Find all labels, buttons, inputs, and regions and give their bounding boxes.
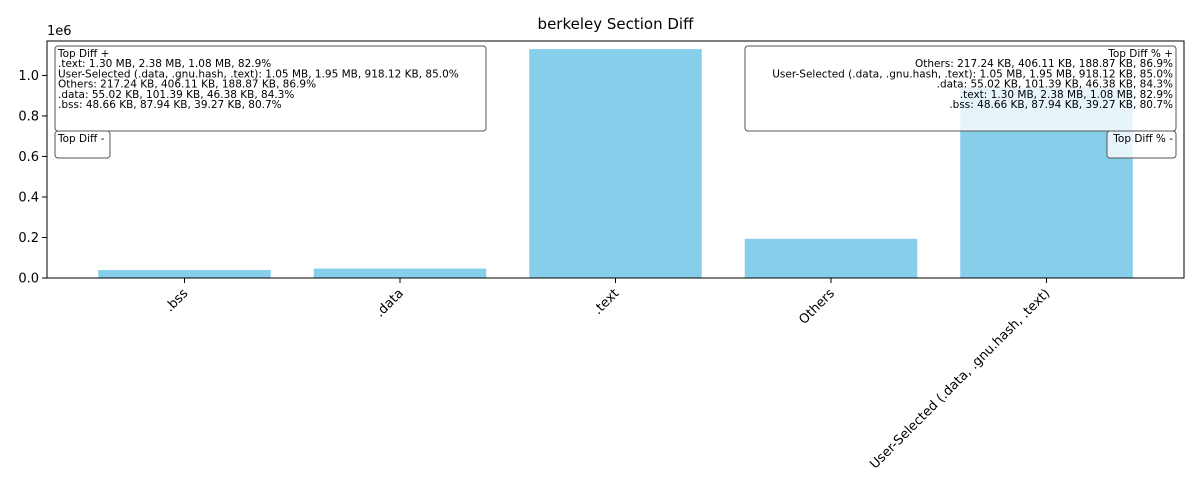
- chart-title: berkeley Section Diff: [538, 15, 695, 33]
- annotation-line: .data: 55.02 KB, 101.39 KB, 46.38 KB, 84…: [58, 89, 294, 101]
- annotation-title: Top Diff % -: [1112, 133, 1173, 145]
- annotation-title: Top Diff % +: [1107, 48, 1173, 60]
- x-axis: .bss .data .text Others User-Selected (.data…: [162, 278, 1053, 472]
- y-tick-label: 0.2: [18, 231, 39, 246]
- annotation-title: Top Diff -: [57, 133, 105, 145]
- annotation-line: .text: 1.30 MB, 2.38 MB, 1.08 MB, 82.9%: [58, 58, 271, 70]
- y-tick-label: 0.0: [18, 272, 39, 287]
- annotation-title: Top Diff +: [57, 48, 109, 60]
- y-axis: 0.0 0.2 0.4 0.6 0.8 1.0: [18, 69, 47, 287]
- annotation-frame: [1106, 130, 1177, 159]
- annotation-frame: [744, 45, 1177, 132]
- bar: [744, 238, 918, 278]
- annotation-box: Top Diff % -: [1106, 130, 1177, 159]
- annotation-box: Top Diff -: [54, 130, 111, 159]
- x-tick-label: .data: [373, 286, 407, 320]
- x-tick-label: .bss: [162, 286, 191, 315]
- annotation-line: .data: 55.02 KB, 101.39 KB, 46.38 KB, 84…: [937, 79, 1173, 91]
- y-tick-label: 0.6: [18, 150, 39, 165]
- y-tick-label: 0.4: [18, 190, 39, 205]
- bar: [98, 270, 271, 278]
- annotation-line: User-Selected (.data, .gnu.hash, .text):…: [772, 68, 1173, 80]
- y-tick-label: 0.8: [18, 109, 39, 124]
- annotation-box: Top Diff +.text: 1.30 MB, 2.38 MB, 1.08 …: [54, 45, 487, 132]
- annotation-line: User-Selected (.data, .gnu.hash, .text):…: [58, 68, 459, 80]
- x-tick-label: Others: [796, 286, 838, 328]
- y-tick-label: 1.0: [18, 69, 39, 84]
- annotation-frame: [54, 45, 487, 132]
- annotation-line: Others: 217.24 KB, 406.11 KB, 188.87 KB,…: [915, 58, 1173, 70]
- x-tick-label: User-Selected (.data, .gnu.hash, .text): [867, 286, 1053, 472]
- annotation-line: .bss: 48.66 KB, 87.94 KB, 39.27 KB, 80.7…: [949, 99, 1173, 111]
- annotations-layer: Top Diff +.text: 1.30 MB, 2.38 MB, 1.08 …: [54, 45, 1177, 159]
- annotation-box: Top Diff % +Others: 217.24 KB, 406.11 KB…: [744, 45, 1177, 132]
- x-tick-label: .text: [591, 286, 623, 318]
- annotation-line: .text: 1.30 MB, 2.38 MB, 1.08 MB, 82.9%: [960, 89, 1173, 101]
- annotation-line: .bss: 48.66 KB, 87.94 KB, 39.27 KB, 80.7…: [58, 99, 282, 111]
- annotation-frame: [54, 130, 111, 159]
- annotation-line: Others: 217.24 KB, 406.11 KB, 188.87 KB,…: [58, 79, 316, 91]
- bar: [529, 49, 702, 278]
- y-axis-scale-label: 1e6: [47, 24, 72, 39]
- bar: [313, 268, 487, 278]
